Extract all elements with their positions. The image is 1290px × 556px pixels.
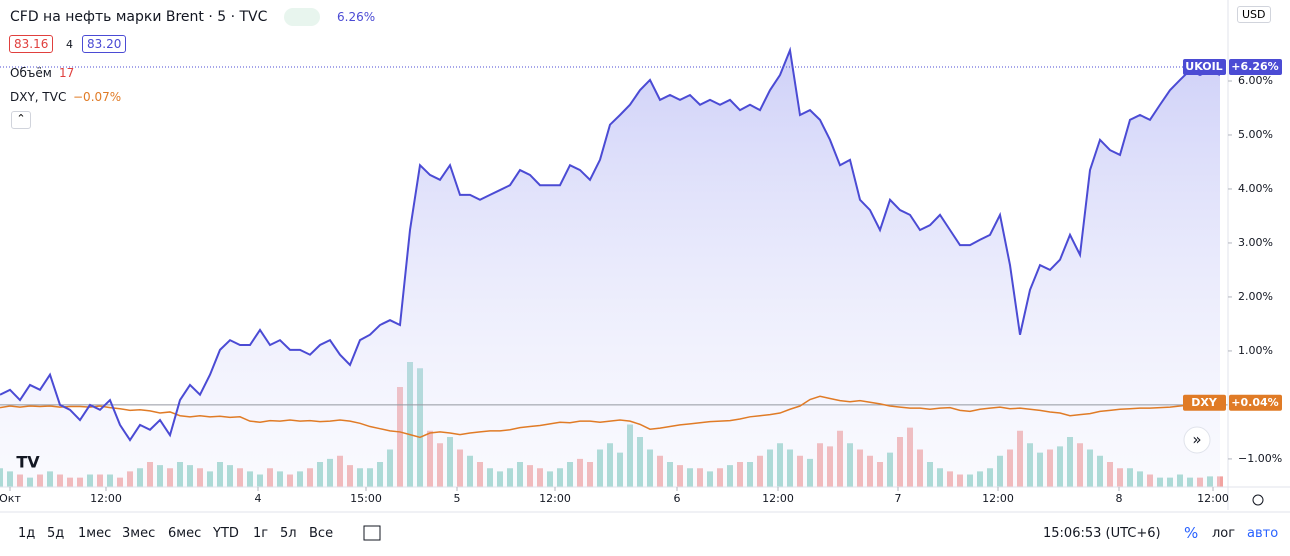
range-button[interactable]: YTD [213, 526, 239, 541]
auto-button[interactable]: авто [1247, 526, 1279, 541]
y-tick-label: 1.00% [1238, 344, 1273, 357]
last-value-tag [1229, 394, 1282, 411]
y-tick-label: −1.00% [1238, 452, 1282, 465]
compare-change: −0.07% [73, 90, 122, 104]
x-tick-label: 12:00 [762, 492, 794, 505]
range-button[interactable]: 5л [280, 526, 297, 541]
spread: 4 [66, 38, 73, 51]
percent-button[interactable]: % [1184, 524, 1199, 542]
status-pill [284, 8, 320, 26]
range-button[interactable]: Все [309, 526, 334, 541]
x-tick-label: 8 [1116, 492, 1123, 505]
series-name: UKOIL [1185, 60, 1222, 73]
y-tick-label: 4.00% [1238, 182, 1273, 195]
series-line [0, 46, 1221, 442]
range-button[interactable]: 1мес [78, 526, 112, 541]
series-tag [1183, 394, 1226, 411]
area [0, 50, 1220, 487]
series-name: DXY [1191, 396, 1218, 409]
x-tick-label: 12:00 [1197, 492, 1229, 505]
x-tick-label: 4 [255, 492, 262, 505]
x-tick-label: 12:00 [90, 492, 122, 505]
range-button[interactable]: 3мес [122, 526, 156, 541]
logo: TV [16, 453, 40, 472]
ask[interactable]: 83.20 [82, 35, 127, 53]
x-tick-label: 15:00 [350, 492, 382, 505]
range-button[interactable]: 1д [18, 526, 36, 541]
title: CFD на нефть марки Brent · 5 · TVC [10, 9, 268, 25]
scroll-button[interactable] [1183, 426, 1211, 454]
clock: 15:06:53 (UTC+6) [1043, 526, 1161, 541]
series-line [0, 395, 1220, 439]
last-value-tag [1229, 58, 1282, 75]
range-button[interactable]: 5д [47, 526, 65, 541]
date-range-icon[interactable] [363, 525, 381, 541]
x-tick-label: 6 [674, 492, 681, 505]
scroll-icon: » [1192, 431, 1201, 449]
y-tick-label: 3.00% [1238, 236, 1273, 249]
volume-value: 17 [59, 66, 75, 80]
bid[interactable]: 83.16 [9, 35, 54, 53]
compare-label: DXY, TVC [10, 90, 67, 104]
series-tag [1183, 58, 1226, 75]
collapse-button[interactable]: ⌃ [11, 111, 31, 129]
y-tick-label: 5.00% [1238, 128, 1273, 141]
x-tick-label: Окт [0, 492, 21, 505]
volume-label: Объём [10, 66, 52, 80]
last-value-label: +0.04% [1231, 396, 1278, 409]
y-tick-label: 6.00% [1238, 74, 1273, 87]
x-tick-label: 12:00 [982, 492, 1014, 505]
last-value-label: +6.26% [1231, 60, 1278, 73]
x-tick-label: 12:00 [539, 492, 571, 505]
x-tick-label: 5 [454, 492, 461, 505]
change: 6.26% [337, 10, 376, 24]
range-button[interactable]: 6мес [168, 526, 202, 541]
log-button[interactable]: лог [1212, 526, 1236, 541]
currency[interactable]: USD [1237, 6, 1271, 23]
range-button[interactable]: 1г [253, 526, 269, 541]
x-tick-label: 7 [895, 492, 902, 505]
y-tick-label: 2.00% [1238, 290, 1273, 303]
settings-icon[interactable] [1252, 494, 1264, 506]
